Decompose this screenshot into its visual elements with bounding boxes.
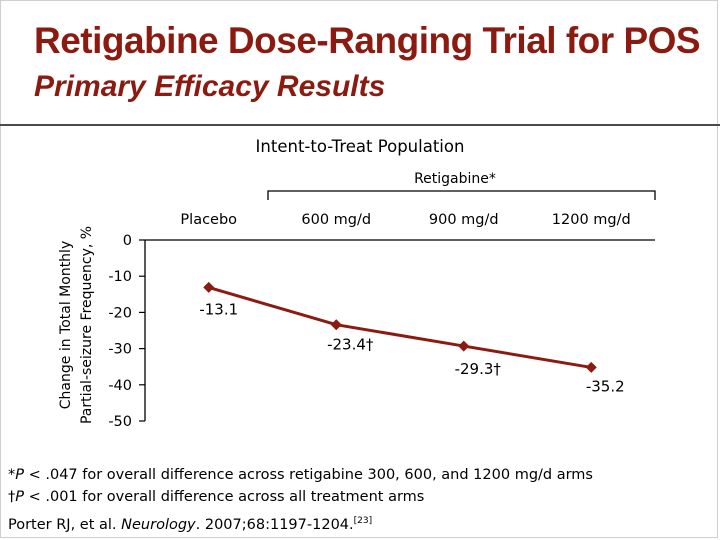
data-label: -29.3† bbox=[455, 360, 502, 378]
data-point-marker bbox=[458, 340, 470, 352]
footnotes: *P < .047 for overall difference across … bbox=[8, 464, 593, 508]
y-axis-label-line-2: Partial-seizure Frequency, % bbox=[79, 226, 95, 424]
data-label: -23.4† bbox=[327, 336, 374, 354]
category-label: Placebo bbox=[180, 212, 237, 228]
y-tick-label: -20 bbox=[108, 305, 132, 321]
y-axis-label-line-1: Change in Total Monthly bbox=[58, 241, 74, 409]
retigabine-group-label: Retigabine* bbox=[414, 171, 496, 187]
series-line bbox=[208, 285, 592, 369]
y-tick-label: -10 bbox=[108, 269, 132, 285]
category-label: 600 mg/d bbox=[301, 212, 371, 228]
citation: Porter RJ, et al. Neurology. 2007;68:119… bbox=[8, 516, 373, 533]
slide-title: Retigabine Dose-Ranging Trial for POS bbox=[34, 20, 701, 61]
data-point-marker bbox=[330, 319, 342, 331]
y-tick-label: -40 bbox=[108, 378, 132, 394]
slide-subtitle: Primary Efficacy Results bbox=[34, 70, 386, 103]
y-tick-label: -30 bbox=[108, 342, 132, 358]
y-tick-label: -50 bbox=[108, 414, 132, 430]
title-divider bbox=[0, 124, 720, 126]
chart-title: Intent-to-Treat Population bbox=[256, 137, 465, 156]
data-label: -13.1 bbox=[199, 300, 238, 318]
category-label: 1200 mg/d bbox=[552, 212, 631, 228]
y-tick-label: 0 bbox=[123, 233, 132, 249]
data-point-marker bbox=[203, 281, 215, 293]
footnote-2: †P < .001 for overall difference across … bbox=[8, 489, 425, 505]
data-label: -35.2 bbox=[586, 377, 625, 395]
category-label: 900 mg/d bbox=[429, 212, 499, 228]
data-point-marker bbox=[585, 361, 597, 373]
retigabine-group-bracket bbox=[267, 190, 656, 200]
footnote-1: *P < .047 for overall difference across … bbox=[8, 467, 593, 483]
